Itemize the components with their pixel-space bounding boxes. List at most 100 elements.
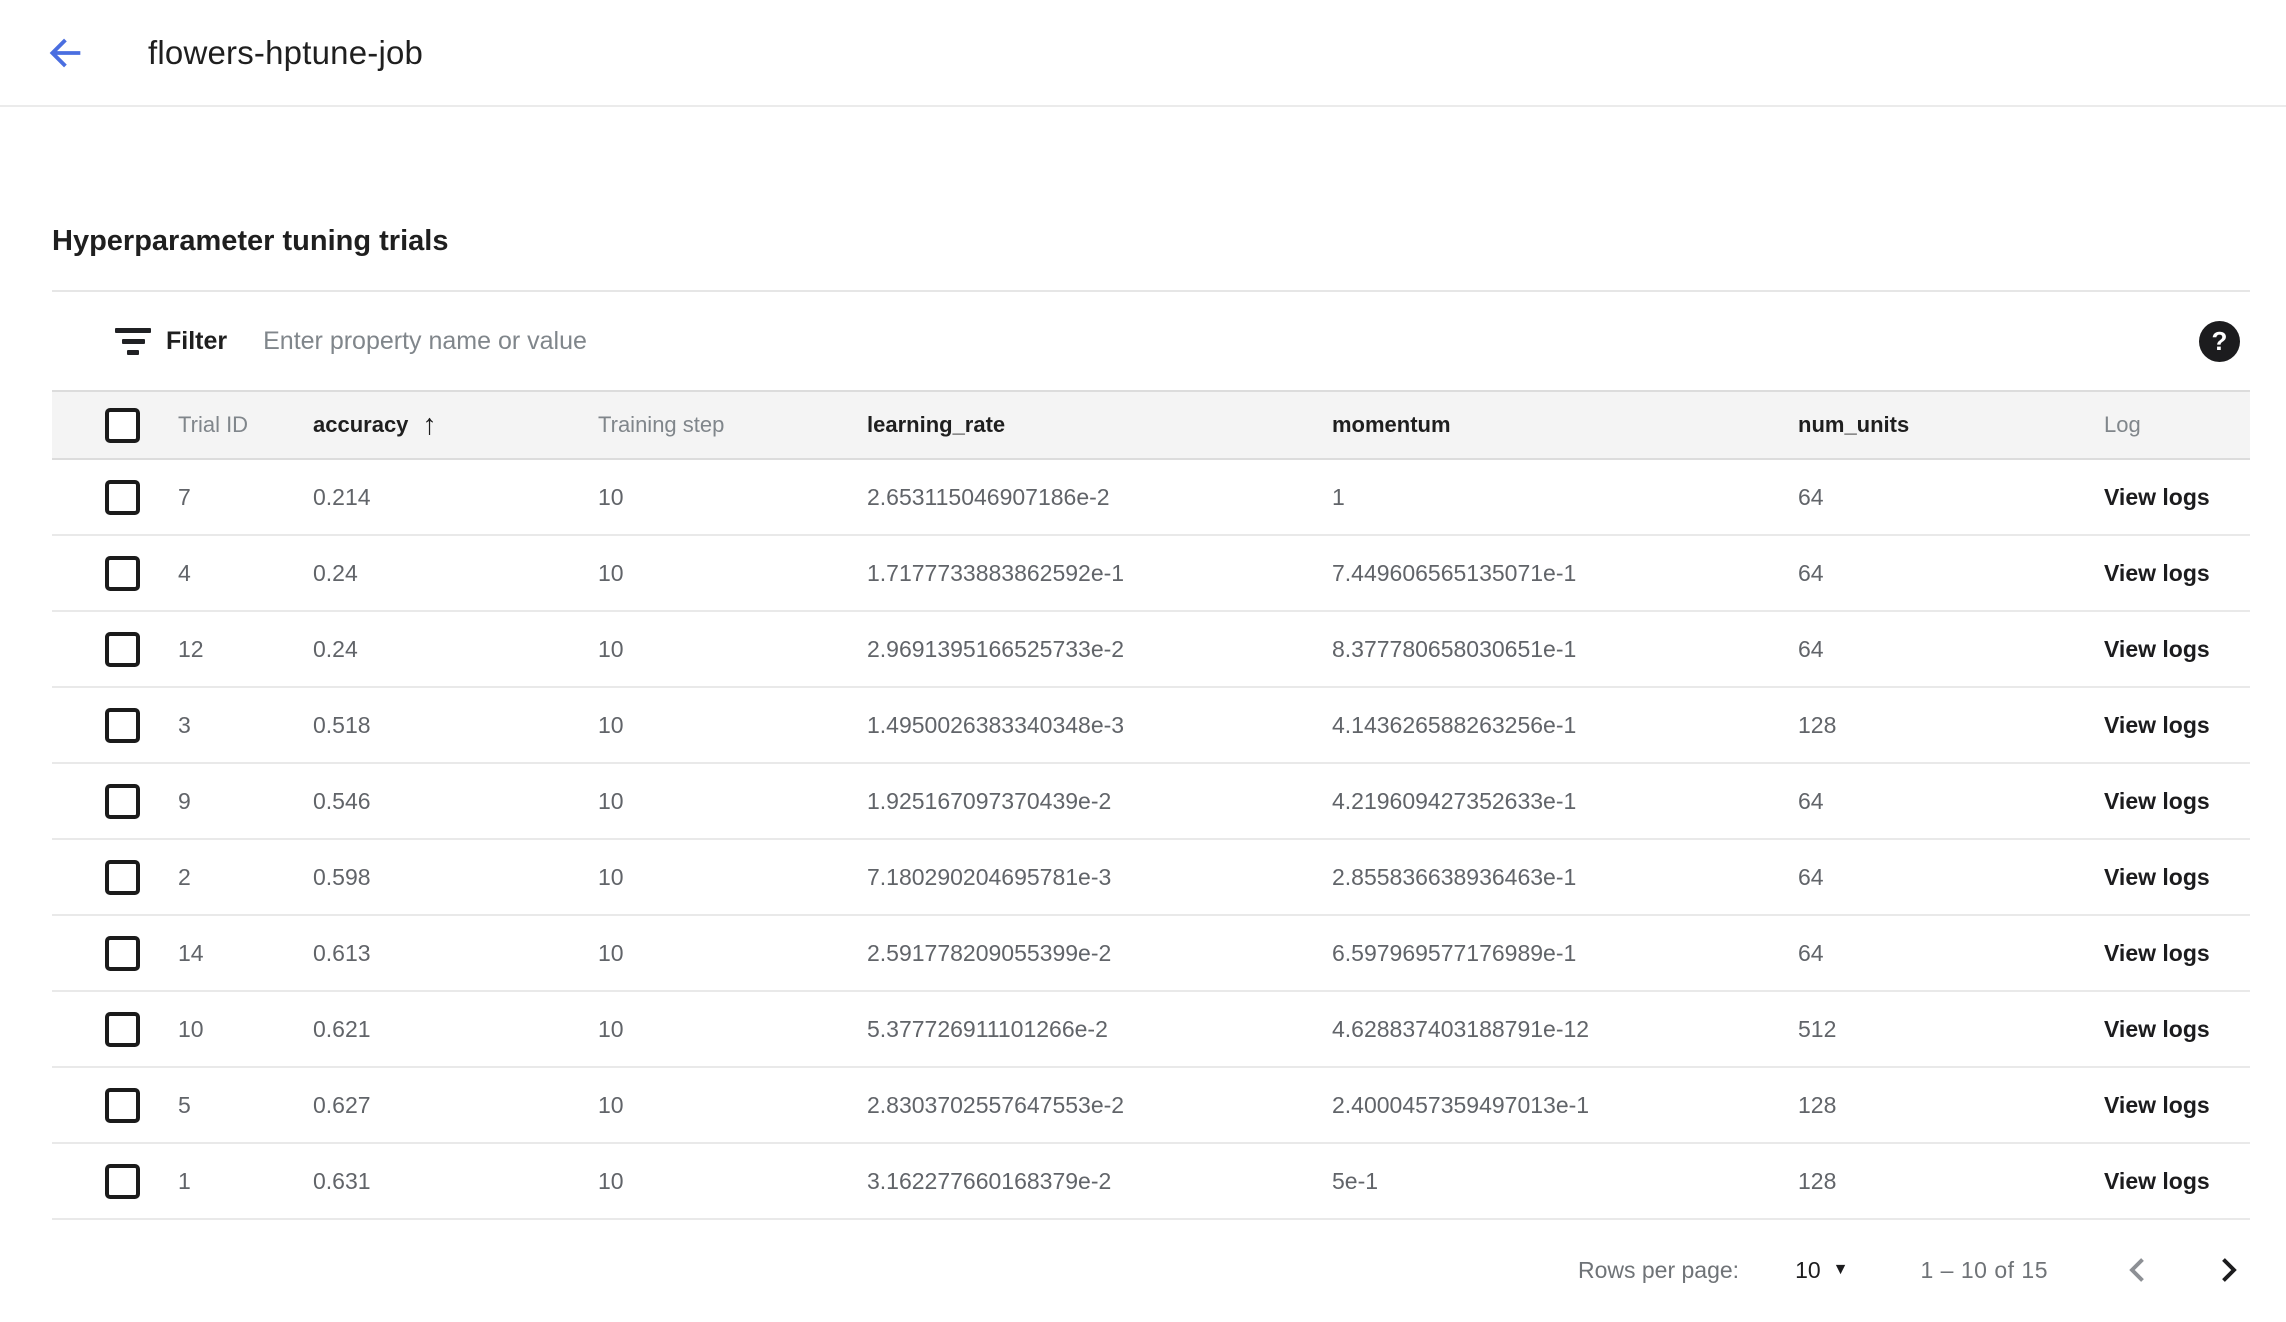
cell-momentum: 4.143626588263256e-1 bbox=[1332, 711, 1577, 738]
select-all-checkbox[interactable] bbox=[105, 407, 140, 443]
row-checkbox[interactable] bbox=[105, 783, 140, 819]
view-logs-link[interactable]: View logs bbox=[2104, 1015, 2210, 1042]
table-header-row: Trial ID accuracy ↑ Training step learning_r… bbox=[52, 390, 2250, 460]
view-logs-link[interactable]: View logs bbox=[2104, 1167, 2210, 1194]
view-logs-link[interactable]: View logs bbox=[2104, 787, 2210, 814]
row-checkbox[interactable] bbox=[105, 935, 140, 971]
cell-training_step: 10 bbox=[598, 787, 624, 814]
filter-input[interactable] bbox=[261, 310, 2199, 372]
cell-accuracy: 0.518 bbox=[313, 711, 371, 738]
cell-learning_rate: 1.925167097370439e-2 bbox=[851, 764, 1316, 838]
row-checkbox[interactable] bbox=[105, 1011, 140, 1047]
view-logs-link[interactable]: View logs bbox=[2104, 1091, 2210, 1118]
cell-momentum: 5e-1 bbox=[1332, 1167, 1379, 1194]
cell-training_step: 10 bbox=[582, 1068, 851, 1142]
row-checkbox[interactable] bbox=[105, 859, 140, 895]
cell-trial_id: 10 bbox=[162, 992, 297, 1066]
row-checkbox[interactable] bbox=[105, 1087, 140, 1123]
sort-ascending-icon[interactable]: ↑ bbox=[422, 408, 437, 441]
cell-log: View logs bbox=[2088, 1144, 2250, 1218]
next-page-button[interactable] bbox=[2208, 1250, 2248, 1290]
cell-trial_id: 10 bbox=[178, 1015, 204, 1042]
cell-accuracy: 0.621 bbox=[297, 992, 582, 1066]
prev-page-button[interactable] bbox=[2118, 1250, 2158, 1290]
cell-select bbox=[52, 460, 162, 534]
row-checkbox[interactable] bbox=[105, 1163, 140, 1199]
cell-select bbox=[52, 840, 162, 914]
cell-training_step: 10 bbox=[582, 916, 851, 990]
cell-momentum: 6.597969577176989e-1 bbox=[1316, 916, 1782, 990]
header-cell-training_step: Training step bbox=[582, 392, 851, 458]
column-header-momentum[interactable]: momentum bbox=[1332, 412, 1451, 437]
cell-training_step: 10 bbox=[582, 460, 851, 534]
cell-learning_rate: 3.162277660168379e-2 bbox=[851, 1144, 1316, 1218]
cell-momentum: 1 bbox=[1316, 460, 1782, 534]
cell-momentum: 7.449606565135071e-1 bbox=[1332, 559, 1577, 586]
cell-accuracy: 0.24 bbox=[313, 635, 358, 662]
table-row: 2 0.598 10 7.180290204695781e-3 2.8558366389… bbox=[52, 840, 2250, 916]
cell-accuracy: 0.613 bbox=[297, 916, 582, 990]
column-header-training_step[interactable]: Training step bbox=[598, 412, 725, 437]
view-logs-link[interactable]: View logs bbox=[2104, 711, 2210, 738]
cell-momentum: 4.628837403188791e-12 bbox=[1332, 1015, 1590, 1042]
cell-momentum: 5e-1 bbox=[1316, 1144, 1782, 1218]
cell-log: View logs bbox=[2088, 764, 2250, 838]
header-cell-num_units: num_units bbox=[1782, 392, 2088, 458]
cell-accuracy: 0.24 bbox=[313, 559, 358, 586]
cell-momentum: 8.377780658030651e-1 bbox=[1332, 635, 1577, 662]
cell-trial_id: 2 bbox=[178, 863, 191, 890]
cell-num_units: 128 bbox=[1782, 688, 2088, 762]
cell-trial_id: 5 bbox=[162, 1068, 297, 1142]
rows-per-page-select[interactable]: 10 ▼ bbox=[1795, 1257, 1848, 1284]
cell-num_units: 128 bbox=[1798, 1091, 1837, 1118]
cell-training_step: 10 bbox=[598, 1015, 624, 1042]
header-cell-log: Log bbox=[2088, 392, 2250, 458]
column-header-num_units[interactable]: num_units bbox=[1798, 412, 1910, 437]
view-logs-link[interactable]: View logs bbox=[2104, 483, 2210, 510]
cell-learning_rate: 1.7177733883862592e-1 bbox=[851, 536, 1316, 610]
pagination-bar: Rows per page: 10 ▼ 1 – 10 of 15 bbox=[52, 1220, 2250, 1320]
cell-trial_id: 3 bbox=[162, 688, 297, 762]
cell-accuracy: 0.613 bbox=[313, 939, 371, 966]
view-logs-link[interactable]: View logs bbox=[2104, 635, 2210, 662]
cell-learning_rate: 2.9691395166525733e-2 bbox=[867, 635, 1125, 662]
cell-accuracy: 0.627 bbox=[313, 1091, 371, 1118]
cell-trial_id: 14 bbox=[162, 916, 297, 990]
cell-learning_rate: 2.8303702557647553e-2 bbox=[851, 1068, 1316, 1142]
cell-training_step: 10 bbox=[598, 711, 624, 738]
row-checkbox[interactable] bbox=[105, 707, 140, 743]
row-checkbox[interactable] bbox=[105, 479, 140, 515]
cell-momentum: 4.219609427352633e-1 bbox=[1316, 764, 1782, 838]
cell-select bbox=[52, 536, 162, 610]
column-header-trial_id[interactable]: Trial ID bbox=[178, 412, 249, 437]
column-header-learning_rate[interactable]: learning_rate bbox=[867, 412, 1006, 437]
cell-training_step: 10 bbox=[582, 764, 851, 838]
cell-training_step: 10 bbox=[598, 635, 624, 662]
table-row: 12 0.24 10 2.9691395166525733e-2 8.377780658… bbox=[52, 612, 2250, 688]
view-logs-link[interactable]: View logs bbox=[2104, 559, 2210, 586]
column-header-log[interactable]: Log bbox=[2104, 412, 2141, 437]
cell-momentum: 2.855836638936463e-1 bbox=[1332, 863, 1577, 890]
cell-num_units: 64 bbox=[1798, 559, 1824, 586]
cell-select bbox=[52, 992, 162, 1066]
cell-trial_id: 5 bbox=[178, 1091, 191, 1118]
cell-trial_id: 7 bbox=[178, 483, 191, 510]
cell-momentum: 4.628837403188791e-12 bbox=[1316, 992, 1782, 1066]
cell-log: View logs bbox=[2088, 992, 2250, 1066]
view-logs-link[interactable]: View logs bbox=[2104, 863, 2210, 890]
cell-num_units: 128 bbox=[1782, 1068, 2088, 1142]
cell-momentum: 6.597969577176989e-1 bbox=[1332, 939, 1577, 966]
view-logs-link[interactable]: View logs bbox=[2104, 939, 2210, 966]
cell-trial_id: 4 bbox=[162, 536, 297, 610]
table-row: 9 0.546 10 1.925167097370439e-2 4.2196094273… bbox=[52, 764, 2250, 840]
cell-momentum: 4.219609427352633e-1 bbox=[1332, 787, 1577, 814]
cell-learning_rate: 2.653115046907186e-2 bbox=[851, 460, 1316, 534]
help-icon[interactable]: ? bbox=[2199, 320, 2240, 362]
back-button[interactable] bbox=[40, 28, 90, 78]
cell-accuracy: 0.24 bbox=[297, 536, 582, 610]
row-checkbox[interactable] bbox=[105, 555, 140, 591]
table-row: 10 0.621 10 5.377726911101266e-2 4.628837403… bbox=[52, 992, 2250, 1068]
row-checkbox[interactable] bbox=[105, 631, 140, 667]
rows-per-page-label: Rows per page: bbox=[1577, 1256, 1740, 1283]
column-header-accuracy[interactable]: accuracy bbox=[313, 412, 409, 437]
